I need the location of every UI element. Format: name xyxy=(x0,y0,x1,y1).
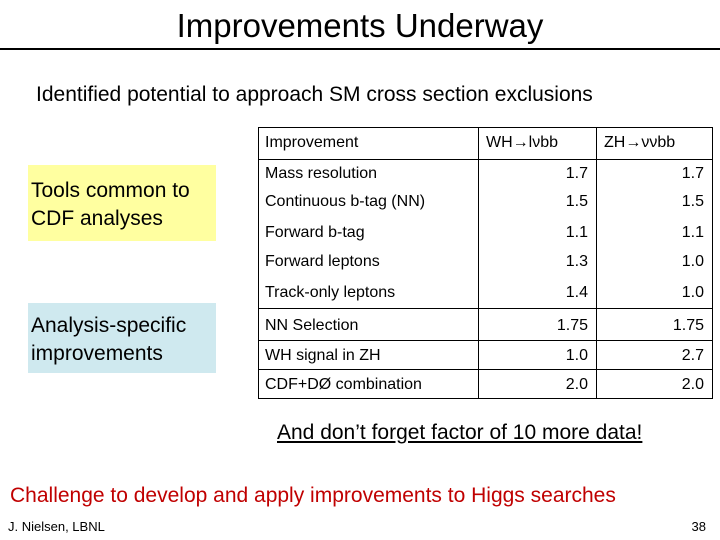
table-cell-zh: 1.7 xyxy=(681,165,704,182)
table-cell-zh: 2.0 xyxy=(681,376,704,393)
table-cell-zh: 2.7 xyxy=(681,347,704,364)
table-cell-improvement: WH signal in ZH xyxy=(265,347,381,364)
slide-title: Improvements Underway xyxy=(176,7,544,44)
challenge-statement: Challenge to develop and apply improveme… xyxy=(10,484,616,507)
table-row-divider xyxy=(258,340,713,341)
title-divider xyxy=(0,48,720,50)
table-header-wh: WH→lνbb xyxy=(486,134,559,151)
table-cell-wh: 1.3 xyxy=(565,253,588,270)
table-header-divider xyxy=(258,159,713,160)
table-cell-improvement: Continuous b-tag (NN) xyxy=(265,193,426,210)
table-column-divider xyxy=(596,127,597,398)
table-header-zh: ZH→ννbb xyxy=(604,134,676,151)
table-cell-improvement: CDF+DØ combination xyxy=(265,376,422,393)
table-cell-wh: 1.1 xyxy=(565,224,588,241)
page-number: 38 xyxy=(691,519,706,534)
table-cell-wh: 1.7 xyxy=(565,165,588,182)
table-header-improvement: Improvement xyxy=(265,134,359,151)
table-cell-zh: 1.75 xyxy=(672,317,704,334)
table-cell-wh: 1.75 xyxy=(556,317,588,334)
table-cell-wh: 1.5 xyxy=(565,193,588,210)
slide-subtitle: Identified potential to approach SM cros… xyxy=(36,83,593,106)
table-cell-zh: 1.1 xyxy=(681,224,704,241)
table-cell-improvement: Forward b-tag xyxy=(265,224,365,241)
data-note: And don’t forget factor of 10 more data! xyxy=(277,421,643,444)
table-cell-wh: 1.0 xyxy=(565,347,588,364)
table-right-border xyxy=(712,127,713,398)
tools-common-box: Tools common to CDF analyses xyxy=(28,165,216,241)
table-top-border xyxy=(258,127,713,128)
table-cell-improvement: Mass resolution xyxy=(265,165,378,182)
footer-author: J. Nielsen, LBNL xyxy=(8,519,105,534)
table-cell-zh: 1.0 xyxy=(681,284,704,301)
analysis-specific-box: Analysis-specific improvements xyxy=(28,303,216,373)
table-bottom-border xyxy=(258,398,713,399)
table-cell-wh: 2.0 xyxy=(565,376,588,393)
table-cell-zh: 1.0 xyxy=(681,253,704,270)
table-cell-improvement: Track-only leptons xyxy=(265,284,396,301)
table-row-divider xyxy=(258,369,713,370)
table-column-divider xyxy=(478,127,479,398)
table-left-border xyxy=(258,127,259,398)
table-cell-wh: 1.4 xyxy=(565,284,588,301)
table-cell-improvement: Forward leptons xyxy=(265,253,380,270)
table-row-divider xyxy=(258,308,713,309)
table-cell-zh: 1.5 xyxy=(681,193,704,210)
table-cell-improvement: NN Selection xyxy=(265,317,359,334)
